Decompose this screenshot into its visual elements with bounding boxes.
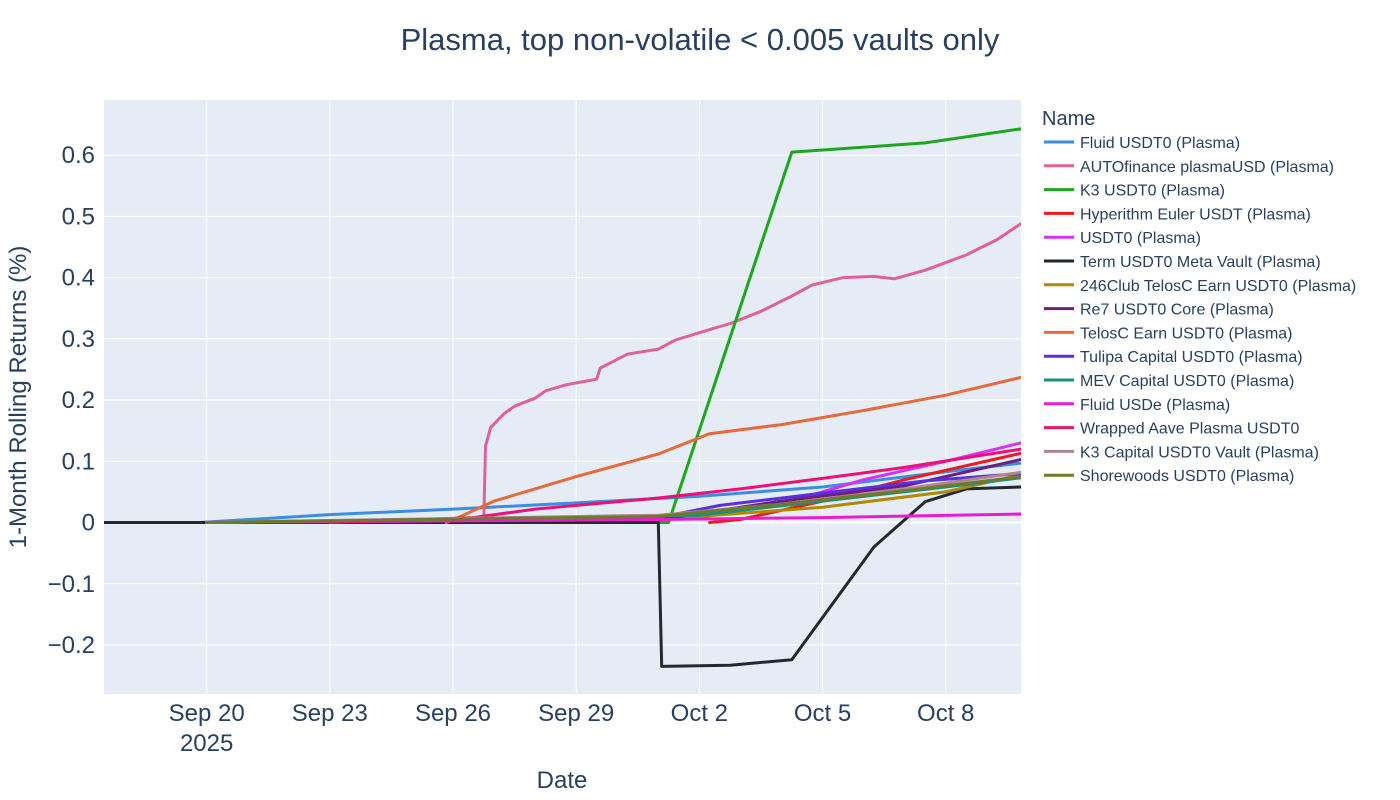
series-line-5[interactable] — [104, 485, 1021, 668]
legend-title: Name — [1042, 108, 1095, 130]
series-line-14[interactable] — [205, 475, 1021, 524]
legend-label: USDT0 (Plasma) — [1080, 230, 1201, 247]
series-lines — [104, 127, 1021, 668]
series-line-11[interactable] — [205, 512, 1021, 524]
legend-item[interactable]: Re7 USDT0 Core (Plasma) — [1044, 302, 1274, 319]
legend-item[interactable]: Fluid USDT0 (Plasma) — [1044, 135, 1240, 152]
legend-label: Term USDT0 Meta Vault (Plasma) — [1080, 254, 1321, 271]
legend-item[interactable]: USDT0 (Plasma) — [1044, 230, 1201, 247]
legend-item[interactable]: MEV Capital USDT0 (Plasma) — [1044, 373, 1294, 390]
y-tick-label: 0.3 — [62, 326, 95, 353]
x-tick-label: Oct 2 — [671, 700, 728, 727]
y-tick-label: 0.1 — [62, 448, 95, 475]
legend-label: Fluid USDe (Plasma) — [1080, 397, 1230, 414]
legend-item[interactable]: Hyperithm Euler USDT (Plasma) — [1044, 206, 1311, 223]
y-tick-label: 0.2 — [62, 387, 95, 414]
series-line-1[interactable] — [198, 222, 1021, 524]
legend-label: MEV Capital USDT0 (Plasma) — [1080, 373, 1294, 390]
legend-label: Wrapped Aave Plasma USDT0 — [1080, 421, 1299, 438]
legend-item[interactable]: K3 Capital USDT0 Vault (Plasma) — [1044, 444, 1319, 461]
y-axis-title: 1-Month Rolling Returns (%) — [5, 246, 32, 549]
legend-label: Hyperithm Euler USDT (Plasma) — [1080, 206, 1311, 223]
legend-label: AUTOfinance plasmaUSD (Plasma) — [1080, 159, 1334, 176]
legend-label: Tulipa Capital USDT0 (Plasma) — [1080, 349, 1303, 366]
x-axis-ticks: Sep 20 2025 Sep 23 Sep 26 Sep 29 Oct 2 Oct 5 Oc… — [169, 700, 975, 757]
x-tick-label: Oct 8 — [917, 700, 974, 727]
series-line-8[interactable] — [444, 375, 1021, 524]
legend-item[interactable]: Fluid USDe (Plasma) — [1044, 397, 1230, 414]
legend-item[interactable]: 246Club TelosC Earn USDT0 (Plasma) — [1044, 278, 1356, 295]
x-tick-label: Sep 20 — [169, 700, 245, 727]
legend-label: TelosC Earn USDT0 (Plasma) — [1080, 325, 1293, 342]
legend-label: 246Club TelosC Earn USDT0 (Plasma) — [1080, 278, 1356, 295]
legend-item[interactable]: Tulipa Capital USDT0 (Plasma) — [1044, 349, 1303, 366]
x-tick-label: Sep 26 — [415, 700, 491, 727]
x-tick-label: Sep 29 — [538, 700, 614, 727]
legend-item[interactable]: Term USDT0 Meta Vault (Plasma) — [1044, 254, 1321, 271]
legend-item[interactable]: Shorewoods USDT0 (Plasma) — [1044, 468, 1294, 485]
chart-title: Plasma, top non-volatile < 0.005 vaults … — [401, 22, 1000, 57]
y-tick-label: 0 — [82, 510, 95, 537]
x-tick-sublabel: 2025 — [180, 730, 233, 757]
legend-label: Re7 USDT0 Core (Plasma) — [1080, 302, 1274, 319]
y-tick-label: −0.2 — [48, 632, 95, 659]
legend-item[interactable]: AUTOfinance plasmaUSD (Plasma) — [1044, 159, 1334, 176]
legend-item[interactable]: K3 USDT0 (Plasma) — [1044, 183, 1225, 200]
y-axis-ticks: −0.2 −0.1 0 0.1 0.2 0.3 0.4 0.5 0.6 — [48, 142, 95, 659]
legend-label: Fluid USDT0 (Plasma) — [1080, 135, 1240, 152]
x-tick-label: Oct 5 — [794, 700, 851, 727]
legend-label: K3 Capital USDT0 Vault (Plasma) — [1080, 444, 1319, 461]
y-tick-label: 0.5 — [62, 203, 95, 230]
y-tick-label: −0.1 — [48, 571, 95, 598]
x-axis-title: Date — [537, 767, 588, 794]
plot-area — [104, 100, 1021, 694]
y-tick-label: 0.6 — [62, 142, 95, 169]
y-tick-label: 0.4 — [62, 265, 95, 292]
x-tick-label: Sep 23 — [292, 700, 368, 727]
legend-label: K3 USDT0 (Plasma) — [1080, 183, 1225, 200]
legend[interactable]: Name Fluid USDT0 (Plasma) AUTOfinance pla… — [1042, 108, 1356, 485]
legend-item[interactable]: TelosC Earn USDT0 (Plasma) — [1044, 325, 1293, 342]
legend-label: Shorewoods USDT0 (Plasma) — [1080, 468, 1294, 485]
legend-item[interactable]: Wrapped Aave Plasma USDT0 — [1044, 421, 1299, 438]
series-line-12[interactable] — [328, 447, 1021, 524]
